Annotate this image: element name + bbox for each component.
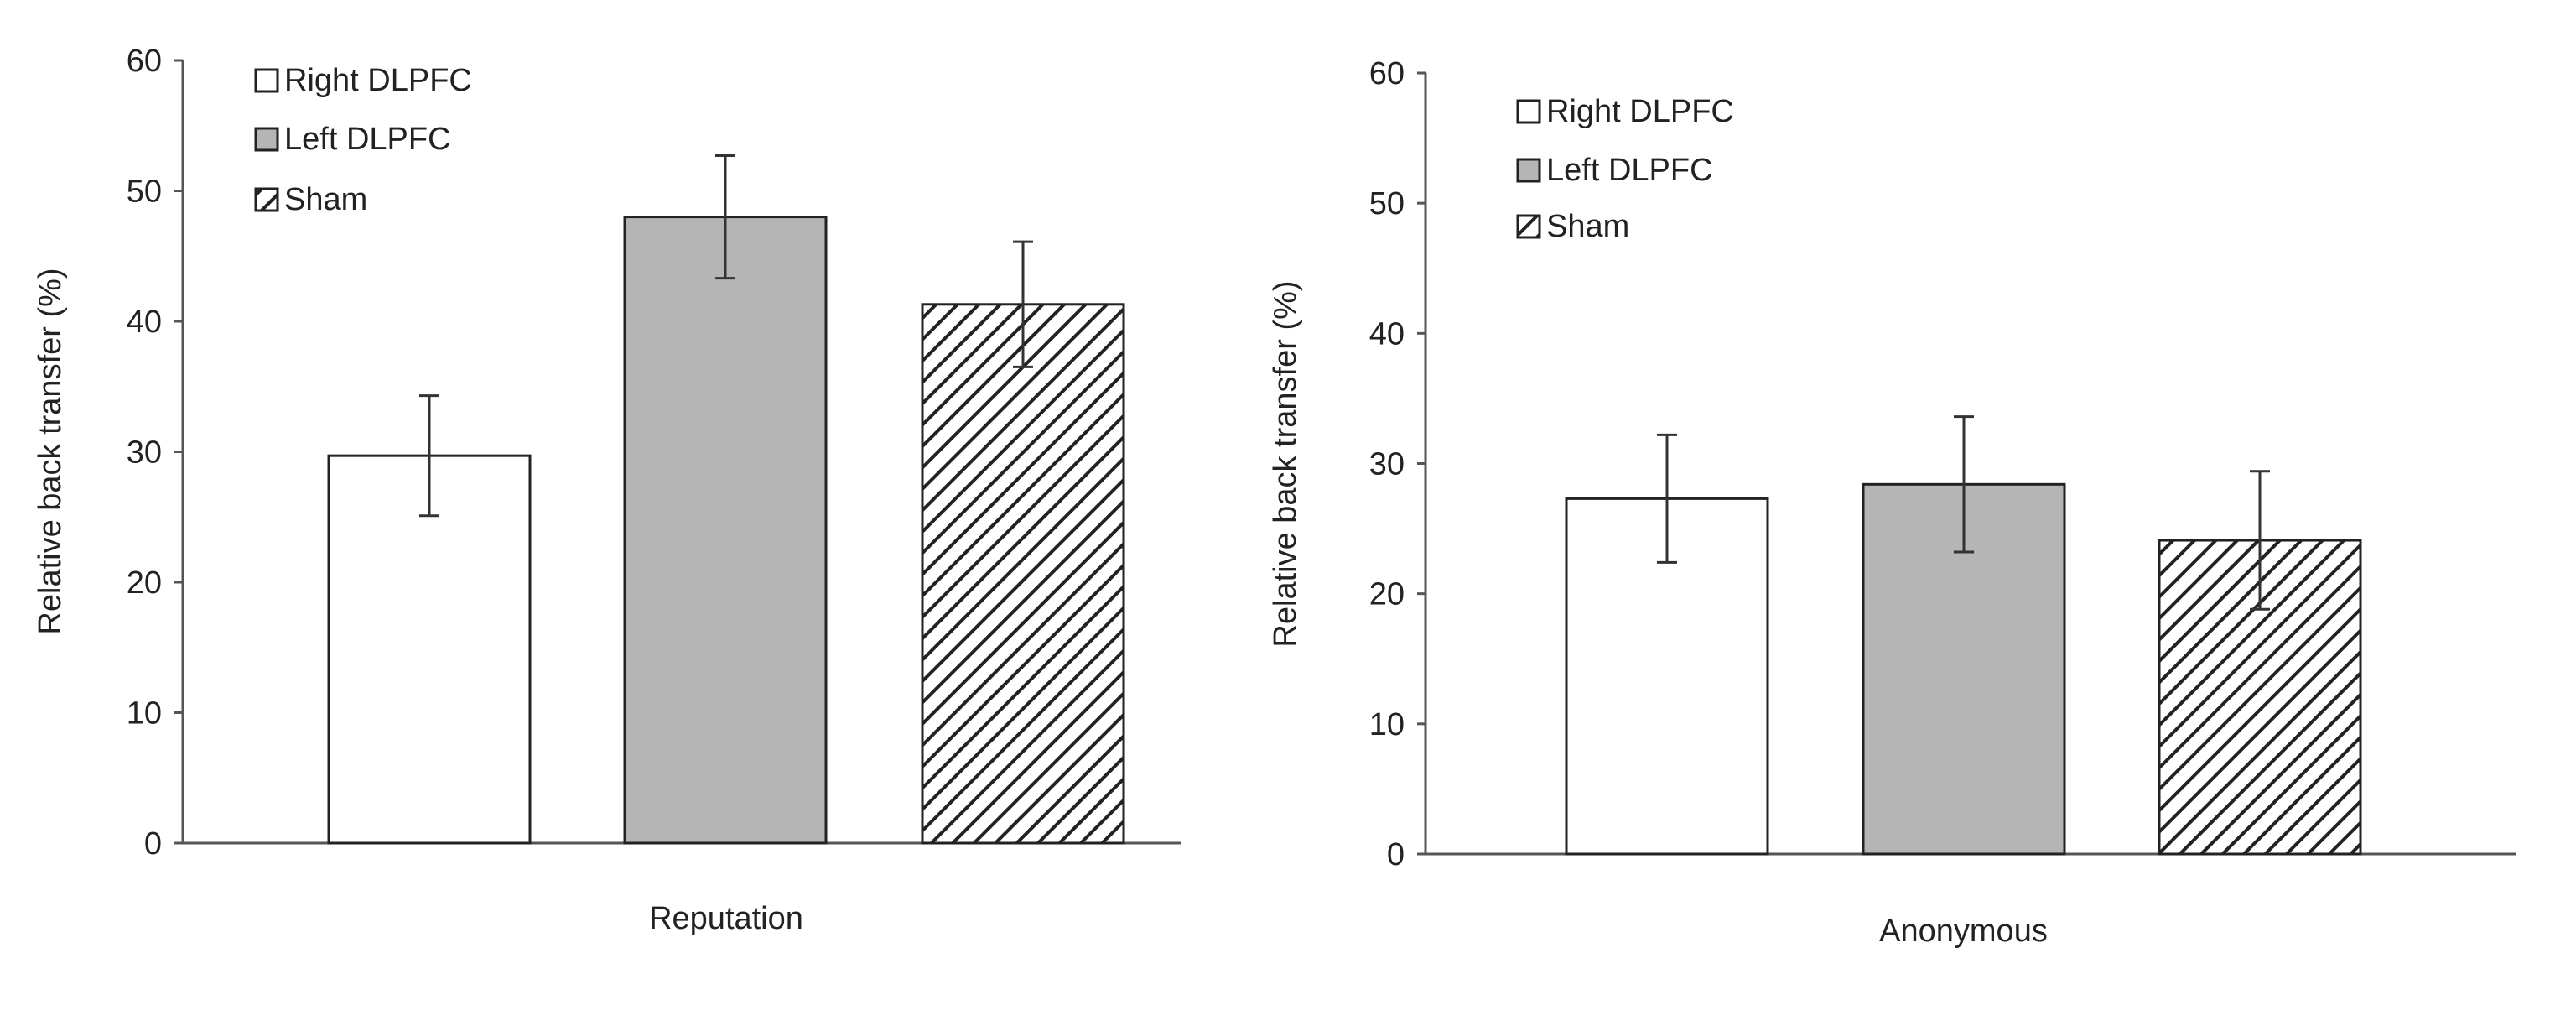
bar-left-dlpfc [623, 216, 828, 845]
legend-swatch [1516, 214, 1541, 239]
y-tick-label: 10 [127, 696, 162, 732]
legend-label: Right DLPFC [1546, 94, 1734, 129]
y-tick-label: 40 [127, 305, 162, 340]
x-category-label: Anonymous [1879, 914, 2048, 949]
y-tick-label: 60 [127, 44, 162, 79]
x-category-label: Reputation [649, 901, 803, 936]
y-tick-label: 30 [1369, 447, 1405, 482]
legend-swatch [1516, 158, 1541, 183]
y-tick-label: 50 [1369, 186, 1405, 221]
legend-swatch [254, 68, 279, 93]
legend-swatch [1516, 99, 1541, 124]
bar-right-dlpfc [327, 454, 532, 845]
legend-label: Sham [1546, 209, 1629, 244]
y-axis-title: Relative back transfer (%) [1268, 280, 1303, 647]
legend-label: Right DLPFC [284, 63, 472, 98]
y-tick-label: 60 [1369, 56, 1405, 91]
y-tick-label: 50 [127, 174, 162, 210]
chart-reputation: 0 10 20 30 40 50 60 Relative back transfer (%) R… [33, 44, 1181, 936]
legend-label: Left DLPFC [284, 122, 451, 157]
y-axis-title: Relative back transfer (%) [33, 268, 68, 634]
y-tick-label: 20 [127, 565, 162, 601]
y-tick-label: 30 [127, 435, 162, 471]
legend-swatch [254, 187, 279, 212]
legend-label: Sham [284, 182, 367, 217]
legend-swatch [254, 127, 279, 152]
y-tick-label: 0 [144, 826, 162, 862]
bar-sham [921, 303, 1125, 845]
legend-label: Left DLPFC [1546, 153, 1713, 188]
y-tick-label: 0 [1387, 837, 1405, 872]
y-tick-label: 20 [1369, 577, 1405, 612]
y-tick-label: 10 [1369, 707, 1405, 742]
chart-anonymous: 0 10 20 30 40 50 60 Relative back transfer (%) A… [1268, 56, 2516, 949]
y-tick-label: 40 [1369, 316, 1405, 352]
